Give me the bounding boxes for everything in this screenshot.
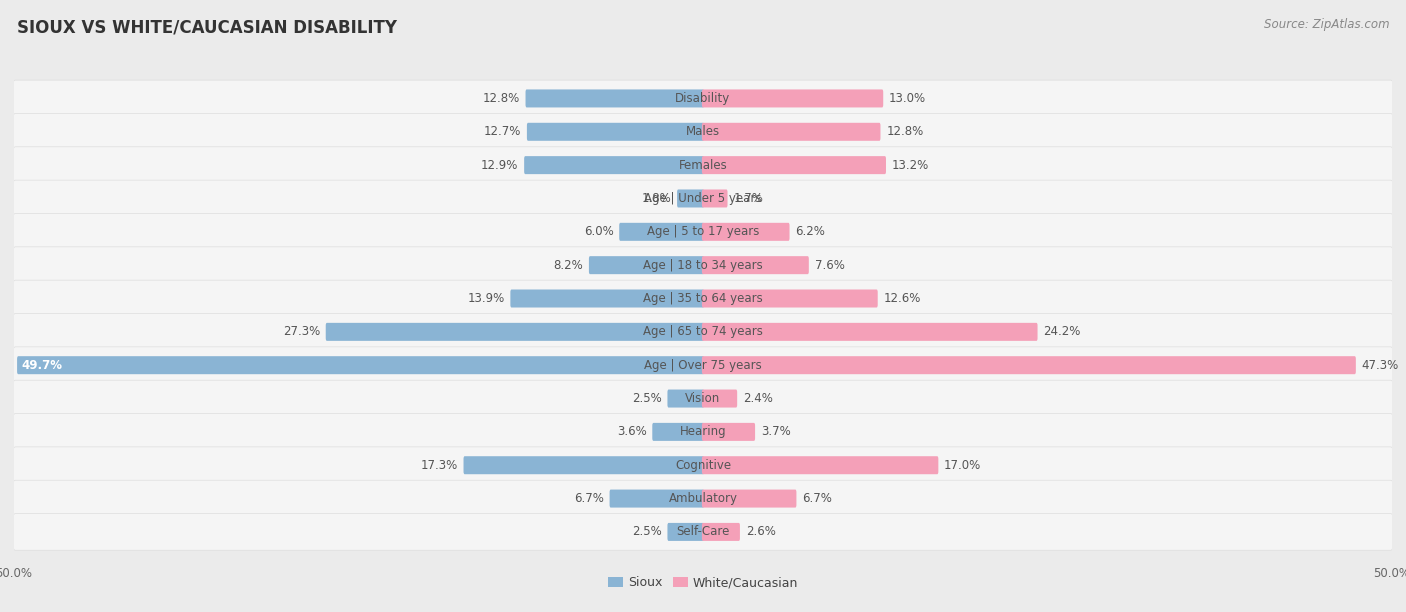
Text: Age | 18 to 34 years: Age | 18 to 34 years [643,259,763,272]
Text: Females: Females [679,159,727,171]
FancyBboxPatch shape [702,156,886,174]
FancyBboxPatch shape [527,123,704,141]
FancyBboxPatch shape [524,156,704,174]
FancyBboxPatch shape [610,490,704,507]
FancyBboxPatch shape [589,256,704,274]
Text: 47.3%: 47.3% [1361,359,1399,371]
Text: 24.2%: 24.2% [1043,326,1081,338]
FancyBboxPatch shape [702,323,1038,341]
FancyBboxPatch shape [702,256,808,274]
FancyBboxPatch shape [13,113,1393,150]
FancyBboxPatch shape [13,180,1393,217]
FancyBboxPatch shape [13,214,1393,250]
Text: 12.9%: 12.9% [481,159,519,171]
FancyBboxPatch shape [510,289,704,307]
Text: 6.0%: 6.0% [583,225,613,238]
Text: 2.5%: 2.5% [631,392,662,405]
FancyBboxPatch shape [702,223,790,241]
FancyBboxPatch shape [668,389,704,408]
Text: 6.7%: 6.7% [574,492,603,505]
FancyBboxPatch shape [652,423,704,441]
Text: 3.6%: 3.6% [617,425,647,438]
Text: Age | 5 to 17 years: Age | 5 to 17 years [647,225,759,238]
Text: 6.7%: 6.7% [803,492,832,505]
FancyBboxPatch shape [702,456,938,474]
Text: 13.2%: 13.2% [891,159,929,171]
FancyBboxPatch shape [678,190,704,207]
Text: 2.5%: 2.5% [631,526,662,539]
Text: Hearing: Hearing [679,425,727,438]
FancyBboxPatch shape [13,147,1393,184]
FancyBboxPatch shape [702,289,877,307]
Text: 2.4%: 2.4% [742,392,773,405]
Text: 27.3%: 27.3% [283,326,321,338]
FancyBboxPatch shape [702,523,740,541]
FancyBboxPatch shape [13,414,1393,450]
Text: Cognitive: Cognitive [675,459,731,472]
Text: 6.2%: 6.2% [796,225,825,238]
Text: 17.3%: 17.3% [420,459,458,472]
FancyBboxPatch shape [702,389,737,408]
FancyBboxPatch shape [13,347,1393,384]
FancyBboxPatch shape [13,380,1393,417]
Text: Age | Under 5 years: Age | Under 5 years [644,192,762,205]
Text: 7.6%: 7.6% [814,259,845,272]
Legend: Sioux, White/Caucasian: Sioux, White/Caucasian [603,571,803,594]
FancyBboxPatch shape [526,89,704,108]
FancyBboxPatch shape [702,123,880,141]
Text: 49.7%: 49.7% [21,359,62,371]
Text: Self-Care: Self-Care [676,526,730,539]
Text: Age | Over 75 years: Age | Over 75 years [644,359,762,371]
FancyBboxPatch shape [13,80,1393,117]
FancyBboxPatch shape [13,447,1393,483]
FancyBboxPatch shape [13,480,1393,517]
FancyBboxPatch shape [702,356,1355,374]
FancyBboxPatch shape [702,423,755,441]
Text: 1.8%: 1.8% [641,192,671,205]
Text: 17.0%: 17.0% [945,459,981,472]
Text: 1.7%: 1.7% [734,192,763,205]
Text: Disability: Disability [675,92,731,105]
Text: Vision: Vision [685,392,721,405]
Text: 13.0%: 13.0% [889,92,927,105]
Text: 2.6%: 2.6% [745,526,776,539]
Text: 12.8%: 12.8% [886,125,924,138]
Text: SIOUX VS WHITE/CAUCASIAN DISABILITY: SIOUX VS WHITE/CAUCASIAN DISABILITY [17,18,396,36]
FancyBboxPatch shape [702,490,796,507]
FancyBboxPatch shape [13,247,1393,283]
Text: 8.2%: 8.2% [554,259,583,272]
FancyBboxPatch shape [13,313,1393,350]
Text: 13.9%: 13.9% [467,292,505,305]
FancyBboxPatch shape [619,223,704,241]
FancyBboxPatch shape [13,513,1393,550]
FancyBboxPatch shape [668,523,704,541]
Text: Males: Males [686,125,720,138]
FancyBboxPatch shape [17,356,704,374]
Text: Age | 65 to 74 years: Age | 65 to 74 years [643,326,763,338]
Text: 12.6%: 12.6% [883,292,921,305]
FancyBboxPatch shape [702,190,727,207]
FancyBboxPatch shape [13,280,1393,317]
Text: Ambulatory: Ambulatory [668,492,738,505]
FancyBboxPatch shape [702,89,883,108]
Text: 12.7%: 12.7% [484,125,522,138]
Text: 12.8%: 12.8% [482,92,520,105]
Text: Age | 35 to 64 years: Age | 35 to 64 years [643,292,763,305]
Text: 3.7%: 3.7% [761,425,790,438]
FancyBboxPatch shape [326,323,704,341]
Text: Source: ZipAtlas.com: Source: ZipAtlas.com [1264,18,1389,31]
FancyBboxPatch shape [464,456,704,474]
